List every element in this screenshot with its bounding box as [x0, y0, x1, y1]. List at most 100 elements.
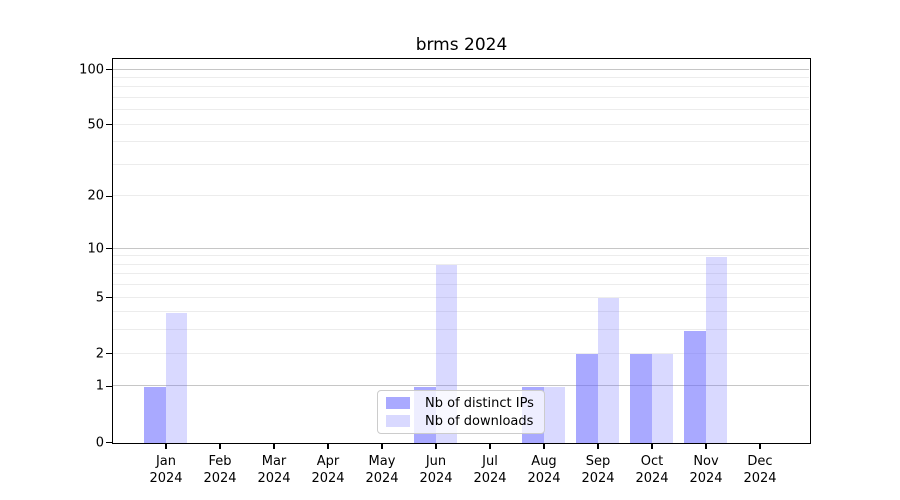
y-axis-label: 10 — [87, 241, 104, 257]
bar-distinct-ips — [684, 330, 706, 443]
x-axis-label-year: 2024 — [419, 471, 453, 486]
x-axis-tick — [651, 444, 653, 449]
gridline-minor — [113, 329, 809, 331]
x-axis-label: May 2024 — [365, 453, 398, 487]
x-axis-tick — [543, 444, 545, 449]
x-axis-label: Nov 2024 — [689, 453, 722, 487]
legend: Nb of distinct IPs Nb of downloads — [377, 390, 545, 434]
x-axis-tick — [597, 444, 599, 449]
bar-downloads — [543, 386, 565, 443]
gridline-minor — [113, 311, 809, 313]
x-axis-label: Apr 2024 — [311, 453, 344, 487]
x-axis-label: Jul 2024 — [473, 453, 506, 487]
x-axis-label-month: Nov — [693, 454, 719, 469]
x-axis-tick — [381, 444, 383, 449]
x-axis-label-year: 2024 — [689, 471, 723, 486]
x-axis-label-year: 2024 — [257, 471, 291, 486]
gridline-minor — [113, 163, 809, 165]
x-axis-label-month: Oct — [640, 454, 664, 469]
gridline-minor — [113, 141, 809, 143]
legend-swatch-icon — [386, 415, 410, 427]
legend-row: Nb of downloads — [386, 414, 536, 429]
gridline-major — [113, 385, 809, 387]
bar-distinct-ips — [144, 386, 166, 443]
gridline-minor — [113, 352, 809, 354]
bar-downloads — [165, 312, 187, 443]
y-axis-tick — [106, 353, 112, 355]
x-axis-tick — [705, 444, 707, 449]
bar-downloads — [651, 354, 673, 443]
chart-title: brms 2024 — [415, 35, 508, 55]
y-axis-label: 1 — [95, 378, 104, 394]
x-axis-label-year: 2024 — [473, 471, 507, 486]
x-axis-label-year: 2024 — [581, 471, 615, 486]
x-axis-label-month: Feb — [208, 454, 232, 469]
gridline-minor — [113, 284, 809, 286]
x-axis-label-month: Sep — [585, 454, 611, 469]
y-axis-tick — [106, 124, 112, 126]
x-axis-label: Oct 2024 — [635, 453, 668, 487]
gridline-minor — [113, 76, 809, 78]
gridline-minor — [113, 296, 809, 298]
y-axis-tick — [106, 385, 112, 388]
gridline-minor — [113, 263, 809, 265]
gridline-minor — [113, 273, 809, 275]
gridline-major — [113, 247, 809, 249]
x-axis-label-month: May — [368, 454, 396, 469]
x-axis-label-month: Aug — [531, 454, 557, 469]
y-axis-label: 100 — [79, 62, 104, 77]
bar-downloads — [597, 298, 619, 443]
x-axis-label-month: Jul — [482, 454, 498, 469]
x-axis-label: Dec 2024 — [743, 453, 776, 487]
x-axis-label: Jan 2024 — [149, 453, 182, 487]
x-axis-label-year: 2024 — [311, 471, 345, 486]
x-axis-label: Sep 2024 — [581, 453, 614, 487]
x-axis-label-year: 2024 — [203, 471, 237, 486]
gridline-minor — [113, 109, 809, 111]
x-axis-label: Jun 2024 — [419, 453, 452, 487]
y-axis-label: 20 — [87, 188, 104, 204]
x-axis-label-month: Jun — [425, 454, 447, 469]
y-axis-tick — [106, 195, 112, 198]
y-axis-tick — [106, 296, 112, 299]
y-axis-label: 2 — [95, 346, 104, 362]
legend-label: Nb of distinct IPs — [425, 395, 534, 411]
bar-distinct-ips — [576, 354, 598, 443]
x-axis-tick — [219, 444, 221, 449]
gridline-minor — [113, 96, 809, 98]
x-axis-tick — [435, 444, 437, 449]
gridline-minor — [113, 86, 809, 88]
x-axis-label-month: Jan — [155, 454, 177, 469]
bar-distinct-ips — [630, 354, 652, 443]
x-axis-tick — [327, 444, 329, 449]
legend-row: Nb of distinct IPs — [386, 396, 536, 411]
x-axis-label: Feb 2024 — [203, 453, 236, 487]
x-axis-label-month: Apr — [316, 454, 340, 469]
x-axis-label-month: Mar — [261, 454, 287, 469]
y-axis-tick — [106, 441, 112, 444]
x-axis-label: Mar 2024 — [257, 453, 290, 487]
x-axis-label-year: 2024 — [635, 471, 669, 486]
gridline-minor — [113, 195, 809, 197]
legend-swatch-icon — [386, 397, 410, 409]
gridline-minor — [113, 123, 809, 125]
gridline-minor — [113, 255, 809, 257]
x-axis-label-year: 2024 — [527, 471, 561, 486]
y-axis-tick — [106, 68, 112, 71]
plot-area: Nb of distinct IPs Nb of downloads — [112, 58, 811, 444]
x-axis-tick — [759, 444, 761, 449]
x-axis-tick — [273, 444, 275, 449]
x-axis-label-year: 2024 — [149, 471, 183, 486]
y-axis-label: 0 — [95, 435, 104, 450]
legend-label: Nb of downloads — [425, 413, 534, 429]
y-axis-label: 50 — [87, 117, 104, 133]
x-axis-label-year: 2024 — [365, 471, 399, 486]
x-axis-tick — [165, 444, 167, 449]
x-axis-label-year: 2024 — [743, 471, 777, 486]
bar-downloads — [705, 256, 727, 443]
y-axis-label: 5 — [95, 290, 104, 306]
x-axis-label-month: Dec — [747, 454, 773, 469]
gridline-major — [113, 68, 809, 70]
x-axis-tick — [489, 444, 491, 449]
